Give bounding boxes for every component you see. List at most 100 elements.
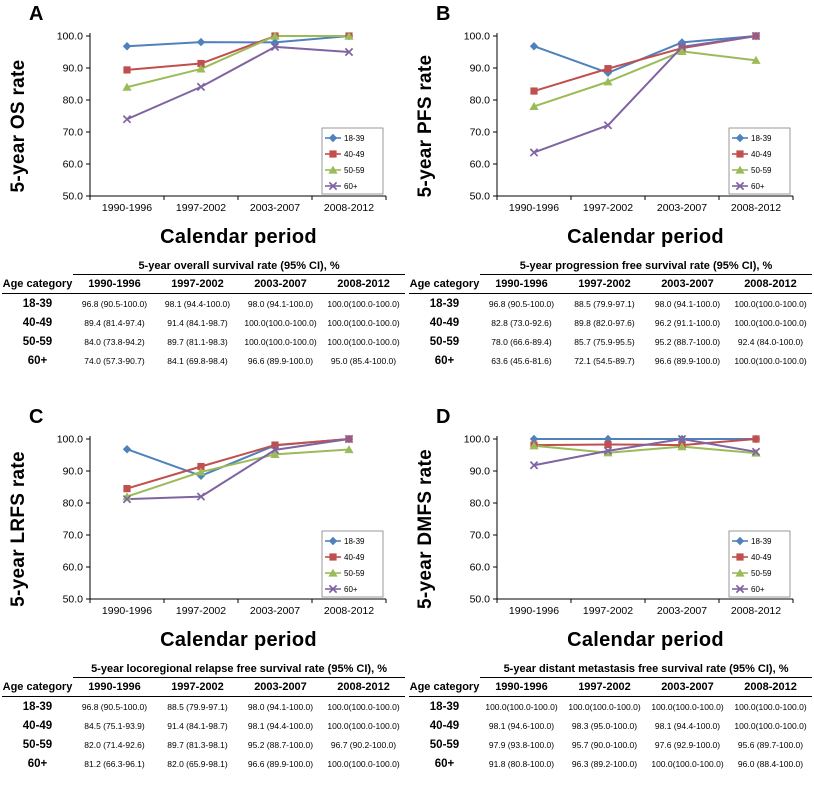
square-marker <box>123 485 131 493</box>
x-tick-label: 1997-2002 <box>583 202 633 214</box>
series-line-60+ <box>126 438 350 501</box>
legend-label: 60+ <box>751 585 765 594</box>
line-chart-svg: 50.0 60.0 70.0 80.0 90.0 100.0 1990-1996 1997-2… <box>464 31 794 214</box>
value-cell: 100.0(100.0-100.0) <box>568 701 641 712</box>
table-title-row: 5-year progression free survival rate (9… <box>409 258 812 275</box>
age-category-cell: 60+ <box>27 354 48 367</box>
legend-label: 40-49 <box>751 150 772 159</box>
diamond-marker <box>677 38 687 47</box>
y-tick-label: 100.0 <box>464 31 490 43</box>
triangle-marker <box>603 448 613 457</box>
value-cell: 98.1 (94.4-100.0) <box>164 298 231 309</box>
value-cell: 89.4 (81.4-97.4) <box>84 317 145 328</box>
diamond-marker <box>270 38 280 47</box>
legend-label: 18-39 <box>751 134 772 143</box>
column-header: 2003-2007 <box>646 677 729 697</box>
x-tick-label: 2008-2012 <box>324 202 374 214</box>
column-header: 2003-2007 <box>239 274 322 294</box>
value-cell: 98.0 (94.1-100.0) <box>654 298 721 309</box>
legend-label: 50-59 <box>344 569 365 578</box>
dmfs-table-host: 5-year distant metastasis free survival … <box>407 661 814 773</box>
square-marker <box>329 150 337 158</box>
series-line-18-39 <box>126 35 350 48</box>
age-category-cell: 40-49 <box>429 719 460 732</box>
value-cell: 89.7 (81.3-98.1) <box>167 739 228 750</box>
y-tick-label: 60.0 <box>470 159 491 171</box>
triangle-marker <box>196 64 206 73</box>
column-header: 1997-2002 <box>156 274 239 294</box>
x-marker <box>344 47 354 57</box>
triangle-marker <box>603 77 613 86</box>
x-tick-label: 2003-2007 <box>657 202 707 214</box>
x-marker <box>603 121 613 130</box>
x-tick-label: 1990-1996 <box>102 605 152 617</box>
value-cell: 100.0(100.0-100.0) <box>327 298 400 309</box>
diamond-marker <box>603 434 613 444</box>
panel-b-letter: B <box>436 3 451 25</box>
y-axis-title-text: 5-year DMFS rate <box>415 448 436 610</box>
line-chart-svg: 50.0 60.0 70.0 80.0 90.0 100.0 1990-1996 1997-2… <box>464 434 794 617</box>
y-tick-label: 70.0 <box>470 127 491 139</box>
square-marker <box>604 440 612 449</box>
x-tick-label: 2008-2012 <box>731 605 781 617</box>
value-cell: 96.0 (88.4-100.0) <box>737 758 804 769</box>
lrfs-table-host: 5-year locoregional relapse free surviva… <box>0 661 407 773</box>
table-corner-cell <box>2 661 73 678</box>
table-row: 40-49 82.8 (73.0-92.6) 89.8 (82.0-97.6) 96.… <box>409 313 812 332</box>
y-tick-label: 50.0 <box>470 191 491 203</box>
y-tick-label: 60.0 <box>470 562 491 574</box>
table-row: 40-49 89.4 (81.4-97.4) 91.4 (84.1-98.7) 100… <box>2 313 405 332</box>
table-row: 18-39 96.8 (90.5-100.0) 88.5 (79.9-97.1) 98… <box>2 697 405 717</box>
value-cell: 100.0(100.0-100.0) <box>734 701 807 712</box>
y-tick-label: 90.0 <box>470 466 491 478</box>
age-category-cell: 40-49 <box>22 719 53 732</box>
y-tick-label: 60.0 <box>63 562 84 574</box>
age-category-cell: 50-59 <box>22 335 53 348</box>
x-marker <box>270 42 280 52</box>
value-cell: 72.1 (54.5-89.7) <box>574 355 635 366</box>
triangle-marker <box>677 442 687 451</box>
y-axis-title-lrfs: 5-year LRFS rate <box>4 431 34 627</box>
value-cell: 100.0(100.0-100.0) <box>734 720 807 731</box>
age-category-cell: 18-39 <box>22 297 53 310</box>
value-cell: 92.4 (84.0-100.0) <box>737 336 804 347</box>
value-cell: 82.8 (73.0-92.6) <box>491 317 552 328</box>
table-row: 50-59 84.0 (73.8-94.2) 89.7 (81.1-98.3) 100… <box>2 332 405 351</box>
triangle-marker <box>677 46 687 55</box>
series-line-50-59 <box>126 35 349 89</box>
age-category-cell: 40-49 <box>429 316 460 329</box>
value-cell: 97.6 (92.9-100.0) <box>654 739 721 750</box>
value-cell: 89.8 (82.0-97.6) <box>574 317 635 328</box>
y-tick-label: 50.0 <box>63 191 84 203</box>
legend-label: 18-39 <box>751 537 772 546</box>
table-row: 40-49 98.1 (94.6-100.0) 98.3 (95.0-100.0) 9… <box>409 716 812 735</box>
panel-c-letter: C <box>29 406 44 428</box>
triangle-marker <box>328 568 338 577</box>
survival-table: 5-year distant metastasis free survival … <box>409 661 813 773</box>
line-chart-svg: 50.0 60.0 70.0 80.0 90.0 100.0 1990-1996 1997-2… <box>57 31 387 214</box>
legend-label: 60+ <box>344 585 358 594</box>
age-category-cell: 60+ <box>434 757 455 770</box>
square-marker <box>271 441 279 449</box>
y-tick-label: 70.0 <box>63 127 84 139</box>
age-category-cell: 60+ <box>27 757 48 770</box>
survival-table: 5-year progression free survival rate (9… <box>409 258 812 370</box>
survival-table: 5-year overall survival rate (95% CI), %… <box>2 258 406 370</box>
x-tick-label: 2003-2007 <box>250 202 300 214</box>
square-marker <box>123 66 131 74</box>
table-header-row: Age category 1990-1996 1997-2002 2003-2007 2… <box>2 677 406 697</box>
column-header: Age category <box>409 274 480 294</box>
triangle-marker <box>270 31 280 40</box>
y-axis-title-text: 5-year PFS rate <box>415 54 436 198</box>
column-header: 2008-2012 <box>322 274 406 294</box>
value-cell: 63.6 (45.6-81.6) <box>491 355 552 366</box>
column-header: 2008-2012 <box>322 677 406 697</box>
value-cell: 100.0(100.0-100.0) <box>327 758 400 769</box>
diamond-marker <box>735 133 745 143</box>
value-cell: 98.0 (94.1-100.0) <box>247 701 314 712</box>
line-chart-svg: 50.0 60.0 70.0 80.0 90.0 100.0 1990-1996 1997-2… <box>57 434 387 617</box>
pfs-table-host: 5-year progression free survival rate (9… <box>407 258 814 370</box>
x-tick-label: 1990-1996 <box>509 202 559 214</box>
table-row: 60+ 74.0 (57.3-90.7) 84.1 (69.8-98.4) 96.6 … <box>2 351 405 370</box>
square-marker <box>329 553 337 561</box>
